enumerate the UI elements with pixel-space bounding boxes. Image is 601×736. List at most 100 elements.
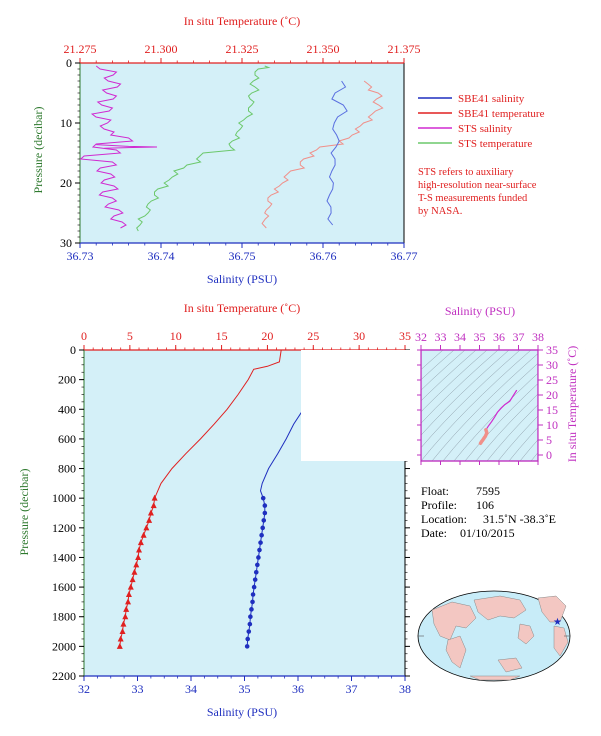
salinity-marker bbox=[250, 592, 256, 597]
series-line-sbe41-salinity bbox=[326, 80, 348, 226]
salinity-marker bbox=[260, 525, 265, 531]
ts-temp-tick-label: 0 bbox=[546, 448, 552, 462]
temperature-marker bbox=[125, 598, 132, 605]
float-info: Float: 7595 Profile: 106 Location: 31.5˚… bbox=[421, 484, 556, 540]
pressure-tick-label: 1000 bbox=[52, 491, 76, 505]
salinity-marker bbox=[255, 562, 260, 568]
salinity-marker bbox=[249, 607, 254, 612]
sts-note-line: STS refers to auxiliary bbox=[418, 167, 514, 178]
ts-salinity-axis-title: Salinity (PSU) bbox=[445, 304, 515, 318]
sal-tick-label: 36.76 bbox=[310, 249, 337, 263]
ts-temp-tick-label: 25 bbox=[546, 373, 558, 387]
pressure-tick-label: 600 bbox=[58, 432, 76, 446]
sal-tick-label: 35 bbox=[239, 682, 251, 696]
near-surface-legend: SBE41 salinity SBE41 temperature STS salin… bbox=[418, 93, 545, 150]
temperature-marker bbox=[133, 561, 140, 568]
temp-tick-label: 35 bbox=[399, 329, 411, 343]
salinity-marker bbox=[253, 569, 259, 575]
float-value: 7595 bbox=[476, 484, 500, 498]
temperature-marker bbox=[135, 553, 142, 560]
near-surface-temp-axis-title: In situ Temperature (˚C) bbox=[184, 14, 301, 28]
pressure-tick-label: 10 bbox=[60, 116, 72, 130]
salinity-marker bbox=[258, 540, 263, 545]
ts-temp-tick-label: 15 bbox=[546, 403, 558, 417]
salinity-marker bbox=[244, 644, 250, 649]
temperature-marker bbox=[146, 516, 153, 523]
date-label: Date: bbox=[421, 526, 447, 540]
pressure-tick-label: 2000 bbox=[52, 639, 76, 653]
temperature-marker bbox=[120, 620, 127, 627]
pressure-tick-label: 200 bbox=[58, 373, 76, 387]
temperature-marker bbox=[122, 613, 129, 620]
ts-temp-tick-label: 35 bbox=[546, 343, 558, 357]
series-line-sts-salinity bbox=[79, 65, 134, 229]
ts-curve bbox=[478, 428, 489, 446]
temp-tick-label: 5 bbox=[127, 329, 133, 343]
ts-sal-tick-label: 33 bbox=[435, 330, 447, 344]
temp-tick-label: 15 bbox=[216, 329, 228, 343]
legend-label: SBE41 temperature bbox=[458, 108, 545, 120]
temperature-marker bbox=[119, 628, 126, 635]
ts-temp-axis-title: In situ Temperature (˚C) bbox=[565, 346, 579, 463]
pressure-tick-label: 400 bbox=[58, 402, 76, 416]
sal-tick-label: 36.74 bbox=[148, 249, 175, 263]
sal-tick-label: 38 bbox=[399, 682, 411, 696]
pressure-tick-label: 2200 bbox=[52, 669, 76, 683]
float-label: Float: bbox=[421, 484, 449, 498]
salinity-marker bbox=[248, 614, 253, 620]
isopycnal-line bbox=[442, 349, 554, 462]
salinity-marker bbox=[257, 547, 262, 553]
temp-tick-label: 21.375 bbox=[388, 42, 421, 56]
near-surface-sal-axis-title: Salinity (PSU) bbox=[207, 272, 277, 286]
ts-temp-tick-label: 5 bbox=[546, 433, 552, 447]
pressure-tick-label: 1600 bbox=[52, 580, 76, 594]
near-surface-plot-area bbox=[79, 62, 405, 244]
sts-note: STS refers to auxiliary high-resolution … bbox=[418, 167, 537, 217]
temp-tick-label: 20 bbox=[261, 329, 273, 343]
full-profile-temp-axis-title: In situ Temperature (˚C) bbox=[184, 301, 301, 315]
pressure-tick-label: 1400 bbox=[52, 550, 76, 564]
salinity-marker bbox=[247, 621, 253, 627]
temperature-marker bbox=[127, 583, 134, 590]
profile-label: Profile: bbox=[421, 498, 457, 512]
near-surface-pressure-axis-title: Pressure (decibar) bbox=[31, 107, 45, 194]
salinity-marker bbox=[260, 495, 266, 501]
ts-temp-tick-label: 20 bbox=[546, 388, 558, 402]
temp-tick-label: 21.300 bbox=[145, 42, 178, 56]
full-profile-sal-axis-title: Salinity (PSU) bbox=[207, 705, 277, 719]
temp-tick-label: 21.325 bbox=[226, 42, 259, 56]
temp-tick-label: 21.350 bbox=[307, 42, 340, 56]
temp-tick-label: 10 bbox=[170, 329, 182, 343]
star-icon: ★ bbox=[553, 617, 562, 628]
temp-tick-label: 25 bbox=[307, 329, 319, 343]
pressure-tick-label: 1200 bbox=[52, 521, 76, 535]
salinity-marker bbox=[245, 636, 251, 642]
ts-curve bbox=[485, 389, 518, 431]
temp-tick-label: 0 bbox=[81, 329, 87, 343]
sts-salinity-spike bbox=[96, 144, 158, 149]
temperature-marker bbox=[116, 642, 123, 649]
sal-tick-label: 33 bbox=[132, 682, 144, 696]
sal-tick-label: 36.73 bbox=[67, 249, 94, 263]
salinity-marker bbox=[252, 577, 258, 582]
temperature-marker bbox=[117, 635, 124, 642]
ts-mask-left bbox=[301, 350, 421, 461]
sal-tick-label: 34 bbox=[185, 682, 197, 696]
temperature-marker bbox=[147, 509, 154, 516]
temperature-marker bbox=[151, 494, 158, 501]
salinity-marker bbox=[251, 584, 257, 590]
ts-temp-tick-label: 10 bbox=[546, 418, 558, 432]
series-line-sbe41-temperature bbox=[261, 80, 384, 229]
temperature-marker bbox=[140, 531, 147, 538]
pressure-tick-label: 0 bbox=[70, 343, 76, 357]
pressure-tick-label: 1800 bbox=[52, 610, 76, 624]
pressure-tick-label: 0 bbox=[66, 56, 72, 70]
isopycnal-line bbox=[431, 349, 543, 462]
near-surface-chart: 36.73 36.74 36.75 36.76 36.77 21.275 21.300 21.… bbox=[31, 14, 545, 286]
world-map-icon: ★ bbox=[417, 590, 571, 682]
sal-tick-label: 36 bbox=[292, 682, 304, 696]
isopycnal-line bbox=[420, 349, 532, 462]
salinity-marker bbox=[261, 518, 267, 523]
